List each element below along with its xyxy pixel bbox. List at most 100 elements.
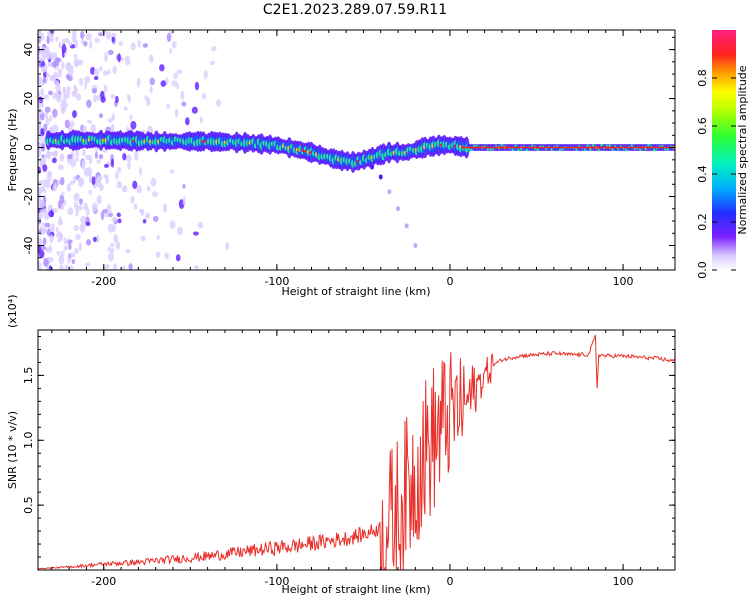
noise-blob <box>59 153 65 162</box>
noise-blob <box>124 55 131 62</box>
noise-blob <box>149 86 153 94</box>
noise-blob <box>126 154 132 163</box>
noise-blob <box>75 156 79 163</box>
noise-blob <box>127 161 131 170</box>
chart-title: C2E1.2023.289.07.59.R11 <box>262 2 448 18</box>
spectrogram-x-axis-title: Height of straight line (km) <box>281 285 430 298</box>
noise-blob <box>136 185 142 194</box>
noise-blob <box>150 177 157 187</box>
noise-blob <box>116 167 122 173</box>
noise-blob <box>122 152 127 161</box>
noise-blob <box>191 106 198 114</box>
noise-blob <box>156 235 160 240</box>
noise-blob <box>108 252 115 262</box>
y-tick-label: 40 <box>22 43 35 57</box>
noise-blob <box>59 177 65 186</box>
noise-blob <box>117 53 121 63</box>
noise-blob <box>160 80 167 87</box>
noise-blob <box>105 126 112 132</box>
noise-blob <box>164 252 169 260</box>
noise-blob <box>104 264 110 270</box>
noise-blob <box>38 145 41 152</box>
noise-blob <box>85 221 91 227</box>
noise-blob <box>166 103 171 110</box>
noise-blob <box>210 60 215 66</box>
noise-blob <box>149 77 155 86</box>
noise-blob <box>211 46 217 52</box>
noise-blob <box>123 106 128 111</box>
noise-blob <box>96 234 100 244</box>
noise-blob <box>38 128 41 136</box>
colorbar-ticks: 0.0 0.2 0.4 0.6 0.8 <box>696 69 736 279</box>
snr-background <box>38 330 675 570</box>
noise-blob <box>85 32 92 41</box>
noise-blob <box>107 49 114 55</box>
noise-blob <box>112 263 118 270</box>
noise-blob <box>194 265 199 270</box>
noise-blob <box>199 116 203 124</box>
noise-blob <box>91 202 98 213</box>
noise-blob <box>60 204 65 211</box>
noise-blob <box>107 69 111 75</box>
snr-frame <box>37 329 676 571</box>
noise-blob <box>66 88 71 96</box>
noise-blob <box>152 215 159 223</box>
noise-blob <box>103 70 108 76</box>
noise-blob <box>67 239 73 244</box>
noise-blob <box>57 220 64 225</box>
noise-blob <box>109 247 115 254</box>
noise-blob <box>46 149 51 160</box>
noise-blob <box>57 164 64 170</box>
noise-blob <box>63 102 69 108</box>
noise-blob <box>47 61 53 68</box>
noise-blob <box>40 245 47 251</box>
noise-blob <box>73 61 78 66</box>
noise-blob <box>137 39 141 48</box>
noise-blob <box>115 240 121 250</box>
noise-blob <box>96 159 101 164</box>
branch-blob <box>378 174 383 180</box>
noise-blob <box>44 106 51 113</box>
noise-blob <box>75 208 79 218</box>
snr-y-axis-title: SNR (10 * v/v) <box>6 411 19 489</box>
noise-blob <box>92 236 97 243</box>
noise-blob <box>67 153 73 160</box>
noise-blob <box>110 32 117 38</box>
noise-blob <box>202 92 207 100</box>
noise-blob <box>83 41 88 47</box>
noise-blob <box>107 246 111 252</box>
noise-blob <box>126 94 131 99</box>
noise-blob <box>84 75 91 84</box>
noise-blob <box>40 88 45 96</box>
noise-blob <box>110 123 115 134</box>
noise-blob <box>173 72 178 80</box>
noise-blob <box>39 156 44 166</box>
noise-blob <box>82 125 88 133</box>
noise-blob <box>58 41 62 49</box>
noise-blob <box>169 169 175 174</box>
noise-blob <box>182 196 186 206</box>
noise-blob <box>110 158 114 168</box>
noise-blob <box>48 210 54 218</box>
noise-blob <box>46 30 51 37</box>
noise-blob <box>83 167 90 177</box>
noise-blob <box>69 65 74 70</box>
noise-blob <box>56 250 61 256</box>
noise-blob <box>107 223 114 233</box>
x-tick-label: 100 <box>613 575 634 588</box>
noise-blob <box>43 257 49 267</box>
noise-blob <box>56 179 61 185</box>
noise-blob <box>93 75 99 81</box>
colorbar-label: Normalized spectral amplitude <box>736 65 749 234</box>
noise-blob <box>111 216 117 222</box>
snr-panel: -200 -100 0 100 0.5 1.0 1.5 Height of straight… <box>6 295 676 596</box>
colorbar-tick-label: 0.2 <box>696 213 709 231</box>
noise-blob <box>58 254 65 265</box>
noise-blob <box>72 176 77 184</box>
noise-blob <box>70 158 77 168</box>
colorbar-tick-label: 0.0 <box>696 261 709 279</box>
noise-blob <box>73 201 79 210</box>
noise-blob <box>38 149 42 157</box>
noise-blob <box>115 95 119 104</box>
